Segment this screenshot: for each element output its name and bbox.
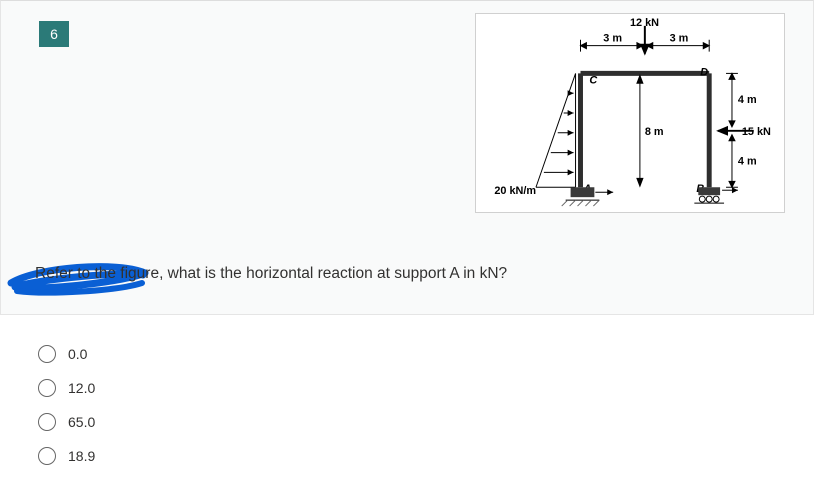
span-left-label: 3 m xyxy=(603,33,622,45)
top-dims xyxy=(581,40,710,52)
height-upper-label: 4 m xyxy=(738,94,757,106)
option-row[interactable]: 12.0 xyxy=(38,379,814,397)
option-label: 12.0 xyxy=(68,380,95,396)
side-load-label: 15 kN xyxy=(742,126,771,138)
clear-height-dim xyxy=(637,75,643,186)
radio-icon[interactable] xyxy=(38,345,56,363)
option-row[interactable]: 18.9 xyxy=(38,447,814,465)
figure-container: 20 kN/m A B C D xyxy=(475,13,785,213)
span-right-label: 3 m xyxy=(670,33,689,45)
radio-icon[interactable] xyxy=(38,379,56,397)
structural-diagram: 20 kN/m A B C D xyxy=(476,14,784,212)
node-C-label: C xyxy=(589,74,597,86)
options-list: 0.0 12.0 65.0 18.9 xyxy=(0,315,814,465)
support-B-roller xyxy=(694,187,724,203)
question-text: Refer to the figure, what is the horizon… xyxy=(35,265,507,283)
radio-icon[interactable] xyxy=(38,447,56,465)
question-card: 6 20 kN/m xyxy=(0,0,814,315)
option-label: 18.9 xyxy=(68,448,95,464)
support-A-fixed xyxy=(562,187,600,206)
option-label: 65.0 xyxy=(68,414,95,430)
dist-load-label: 20 kN/m xyxy=(494,185,536,197)
option-row[interactable]: 65.0 xyxy=(38,413,814,431)
radio-icon[interactable] xyxy=(38,413,56,431)
clear-height-label: 8 m xyxy=(645,126,664,138)
option-label: 0.0 xyxy=(68,346,87,362)
question-number: 6 xyxy=(50,26,58,42)
question-number-badge: 6 xyxy=(39,21,69,47)
height-lower-label: 4 m xyxy=(738,155,757,167)
option-row[interactable]: 0.0 xyxy=(38,345,814,363)
top-load-label: 12 kN xyxy=(630,17,659,29)
node-D-label: D xyxy=(700,66,708,78)
distributed-load xyxy=(536,73,576,187)
